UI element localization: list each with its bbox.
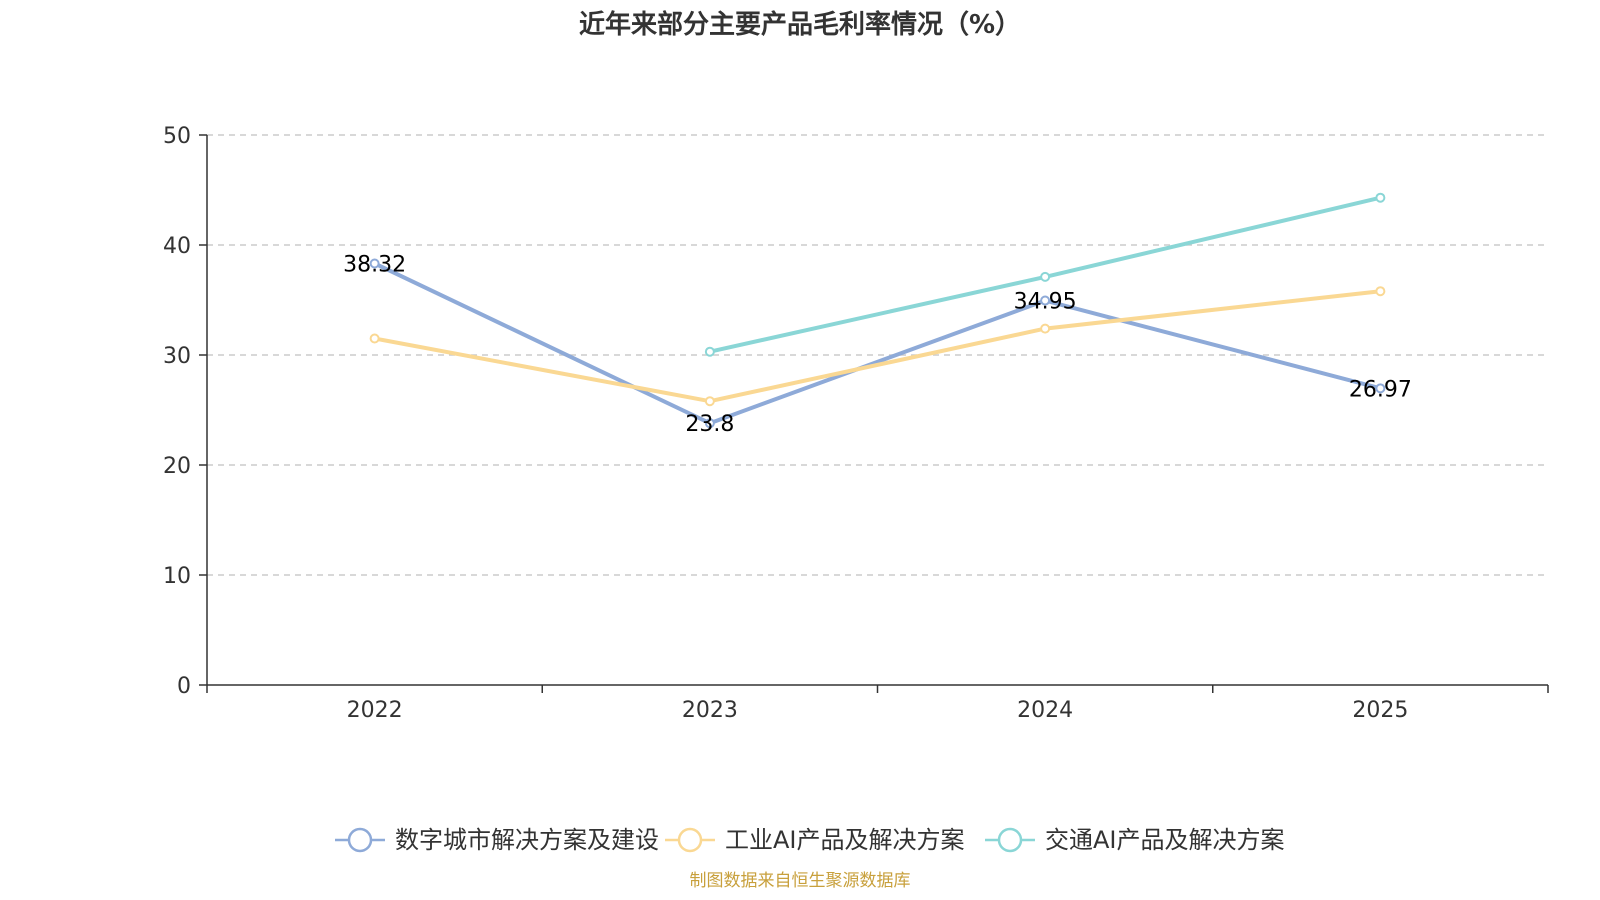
x-tick-label: 2022 [347, 698, 403, 723]
x-tick-label: 2024 [1017, 698, 1073, 723]
data-point[interactable] [704, 418, 715, 429]
legend-item-3[interactable]: 交通AI产品及解决方案 [985, 826, 1285, 854]
data-point[interactable] [369, 333, 380, 344]
source-note: 制图数据来自恒生聚源数据库 [690, 871, 911, 891]
x-tick-label: 2023 [682, 698, 738, 723]
data-labels: 38.32 23.8 34.95 26.97 [343, 252, 1412, 437]
data-point[interactable] [1375, 192, 1386, 203]
legend-item-1[interactable]: 数字城市解决方案及建设 [335, 826, 659, 854]
data-point[interactable] [1040, 295, 1051, 306]
legend-label: 交通AI产品及解决方案 [1045, 826, 1285, 854]
series-line-2 [372, 289, 1383, 404]
axes: 0 10 20 30 40 50 2022 2023 2024 2025 [163, 124, 1549, 723]
grid-lines [207, 134, 1548, 576]
data-label: 34.95 [1014, 290, 1077, 315]
data-point[interactable] [704, 346, 715, 357]
data-label: 26.97 [1349, 377, 1412, 402]
data-point[interactable] [704, 396, 715, 407]
y-tick-label: 50 [163, 124, 191, 149]
legend-item-2[interactable]: 工业AI产品及解决方案 [665, 826, 965, 854]
legend-circle-marker [997, 827, 1023, 853]
data-point[interactable] [1375, 286, 1386, 297]
data-point[interactable] [1040, 323, 1051, 334]
legend-label: 数字城市解决方案及建设 [395, 826, 659, 854]
series-lines [369, 192, 1386, 429]
y-tick-label: 0 [177, 674, 191, 699]
x-tick-label: 2025 [1352, 698, 1408, 723]
legend[interactable]: 数字城市解决方案及建设 工业AI产品及解决方案 交通AI产品及解决方案 [335, 826, 1285, 854]
data-point[interactable] [1375, 383, 1386, 394]
data-label: 38.32 [343, 252, 406, 277]
data-point[interactable] [369, 258, 380, 269]
y-tick-label: 10 [163, 564, 191, 589]
chart-title: 近年来部分主要产品毛利率情况（%） [579, 9, 1021, 40]
series-line-1 [372, 261, 1383, 426]
data-point[interactable] [1040, 271, 1051, 282]
y-tick-label: 20 [163, 454, 191, 479]
legend-circle-marker [347, 827, 373, 853]
data-label: 23.8 [685, 412, 734, 437]
y-tick-label: 40 [163, 234, 191, 259]
legend-circle-marker [677, 827, 703, 853]
y-tick-label: 30 [163, 344, 191, 369]
legend-label: 工业AI产品及解决方案 [725, 826, 965, 854]
